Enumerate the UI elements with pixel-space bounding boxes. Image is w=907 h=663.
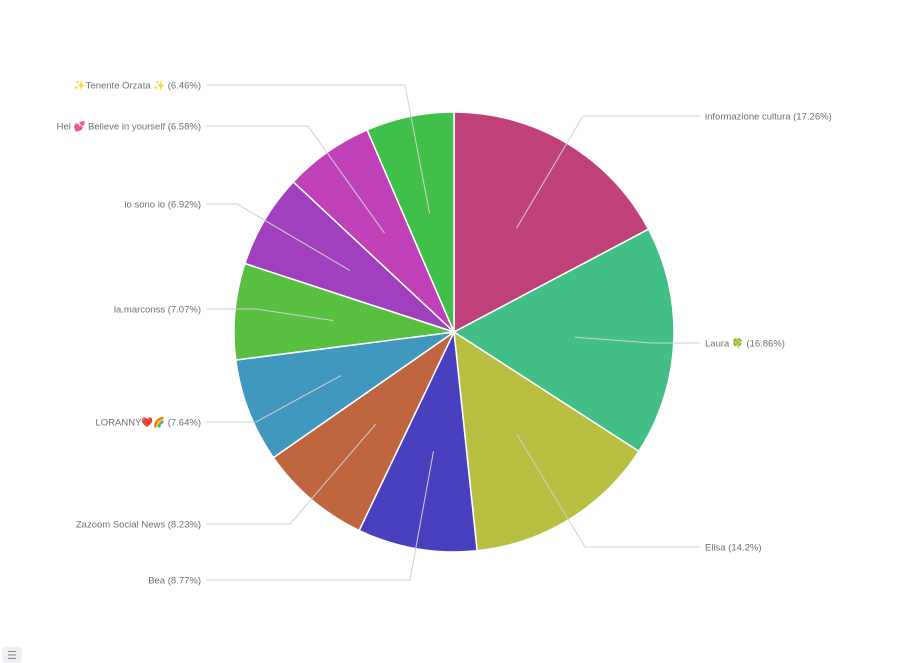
slice-label: io sono io (6.92%) <box>124 200 201 211</box>
slice-label: Bea (8.77%) <box>148 576 201 587</box>
leader-line <box>206 125 385 234</box>
leader-line <box>574 336 700 344</box>
slice-label: LORANNY❤️🌈 (7.64%) <box>96 417 202 429</box>
slice-label: ✨Tenente Orzata ✨ (6.46%) <box>74 80 201 92</box>
slice-label: Zazoom Social News (8.23%) <box>76 520 201 531</box>
pie-slice[interactable] <box>452 228 675 453</box>
leader-line <box>516 434 700 548</box>
leader-line <box>516 115 700 229</box>
leader-line <box>206 203 351 271</box>
slice-label: informazione cultura (17.26%) <box>705 112 832 123</box>
pie-slice[interactable] <box>453 330 640 552</box>
legend-toggle-button[interactable]: ☰ <box>2 647 22 663</box>
leader-line <box>206 451 434 581</box>
slice-label: Elisa (14.2%) <box>705 543 762 554</box>
leader-line <box>206 375 342 423</box>
pie-slice[interactable] <box>234 331 455 459</box>
leader-line <box>206 423 377 525</box>
pie-slice[interactable] <box>366 111 455 333</box>
pie-slice[interactable] <box>358 329 478 553</box>
pie-slice[interactable] <box>453 111 650 334</box>
leader-line <box>206 308 334 322</box>
list-icon: ☰ <box>7 649 17 662</box>
slice-label: Laura 🍀 (16.86%) <box>705 338 785 350</box>
leader-line <box>206 84 431 214</box>
slice-label: la.marconss (7.07%) <box>114 305 201 316</box>
slice-label: Hel 💕 Believe in yourself (6.58%) <box>57 121 201 133</box>
